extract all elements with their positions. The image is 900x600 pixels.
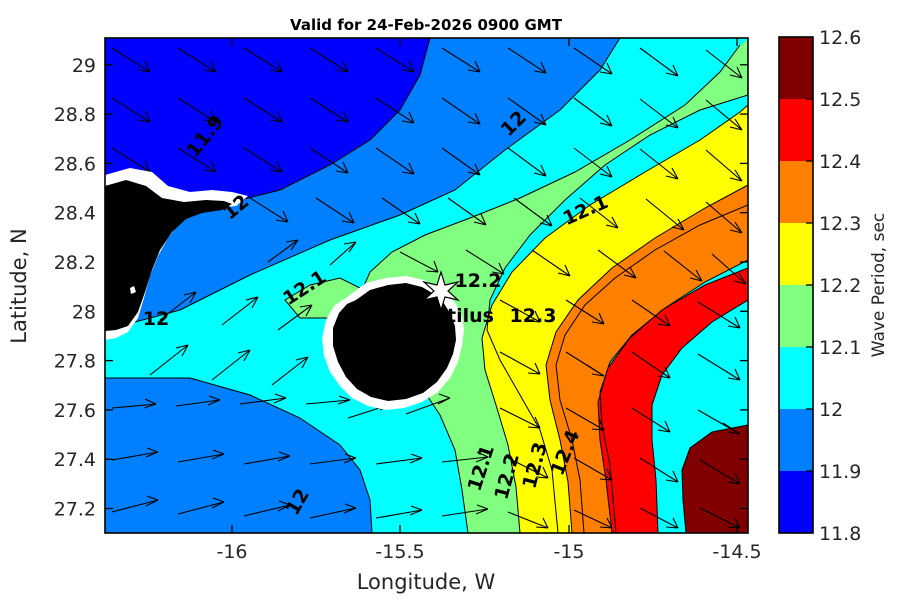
x-axis-ticks	[231, 38, 738, 533]
colorbar-label-12.1: 12.1	[819, 337, 861, 359]
colorbar-swatch-11.9	[779, 409, 813, 471]
colorbar-label-12.2: 12.2	[819, 275, 861, 297]
colorbar-label-12: 12	[819, 399, 843, 421]
contour-band-12.1	[360, 40, 748, 533]
contour-line-12.0-north	[105, 38, 621, 331]
station-label-nautilus: tilus	[447, 305, 494, 327]
y-tick-label-27.2: 27.2	[54, 499, 96, 521]
plot-axis-frame	[104, 37, 749, 534]
colorbar-label-12.3: 12.3	[819, 213, 861, 235]
x-tick-label--16: -16	[216, 541, 247, 563]
contour-band-12.5	[682, 425, 748, 533]
contour-line-12.3-east	[599, 259, 748, 533]
station-marker-nautilus[interactable]	[421, 269, 461, 313]
station-star-icon[interactable]	[421, 269, 461, 313]
y-axis-title: Latitude, N	[7, 228, 31, 344]
landmass-gran-canaria	[322, 276, 464, 410]
tenerife-landfill	[105, 180, 232, 331]
tenerife-inner-notch	[130, 286, 136, 294]
contour-line-12.2-west	[481, 104, 748, 533]
colorbar-swatch-12.1	[779, 285, 813, 347]
contour-band-11.9-sw	[105, 378, 372, 533]
contour-band-11.8	[105, 38, 430, 222]
x-tick-label--15: -15	[553, 541, 584, 563]
contour-line-12.4-west	[597, 267, 748, 533]
colorbar-label-11.9: 11.9	[819, 461, 861, 483]
y-tick-label-28: 28	[72, 301, 96, 323]
x-axis-title: Longitude, W	[357, 570, 496, 594]
colorbar-swatch-12.0	[779, 347, 813, 409]
page-title: Valid for 24-Feb-2026 0900 GMT	[290, 16, 563, 34]
contour-line-12.1-west	[359, 44, 741, 533]
wave-direction-arrow-field	[111, 47, 747, 529]
colorbar: 12.6 12.5 12.4 12.3 12.2 12.1 12 11.9 11…	[778, 27, 889, 545]
map-plot-area: 11.9 12 12 12 12 12.1 12.1 12.2 12.3 12.…	[105, 38, 748, 533]
x-axis-tick-labels: -16 -15.5 -15 -14.5	[216, 541, 761, 563]
contour-label-12.3-island: 12.3	[510, 305, 557, 327]
colorbar-label-12.5: 12.5	[819, 89, 861, 111]
y-tick-label-28.6: 28.6	[54, 153, 96, 175]
y-tick-label-27.4: 27.4	[54, 449, 96, 471]
contour-line-12.5	[681, 424, 748, 533]
colorbar-swatch-12.3	[779, 161, 813, 223]
contour-line-12.1-east	[486, 94, 748, 533]
x-tick-label--15.5: -15.5	[375, 541, 424, 563]
contour-band-12.2	[482, 105, 748, 533]
x-tick-label--14.5: -14.5	[712, 541, 761, 563]
y-axis-tick-labels: 27.2 27.4 27.6 27.8 28 28.2 28.4 28.6 28…	[54, 55, 96, 521]
colorbar-swatch-12.5	[779, 37, 813, 99]
y-tick-label-27.8: 27.8	[54, 351, 96, 373]
y-axis-ticks	[105, 64, 748, 510]
contour-label-12-west: 12	[143, 308, 169, 330]
contour-line-12.3-west	[545, 184, 748, 533]
contour-label-12.2-island: 12.2	[455, 270, 502, 292]
colorbar-tick-labels: 12.6 12.5 12.4 12.3 12.2 12.1 12 11.9 11…	[819, 27, 861, 545]
y-tick-label-28.8: 28.8	[54, 104, 96, 126]
contour-line-12.0-sw	[105, 377, 373, 533]
colorbar-label-12.4: 12.4	[819, 151, 861, 173]
contour-lines	[105, 38, 748, 533]
contour-line-12.4-east	[651, 299, 748, 533]
y-tick-label-27.6: 27.6	[54, 400, 96, 422]
contour-line-12.2-east	[555, 204, 748, 533]
colorbar-swatch-12.2	[779, 223, 813, 285]
colorbar-swatch-11.8	[779, 471, 813, 533]
gran-canaria-landfill	[333, 283, 456, 401]
colorbar-label-12.6: 12.6	[819, 27, 861, 49]
colorbar-title: Wave Period, sec	[869, 213, 889, 358]
y-tick-label-28.4: 28.4	[54, 203, 96, 225]
colorbar-label-11.8: 11.8	[819, 523, 861, 545]
y-tick-label-28.2: 28.2	[54, 252, 96, 274]
y-tick-label-29: 29	[72, 55, 96, 77]
landmass-tenerife	[105, 168, 248, 340]
contour-band-12.4	[598, 268, 748, 533]
colorbar-swatch-12.4	[779, 99, 813, 161]
colorbar-ticks	[806, 98, 813, 472]
